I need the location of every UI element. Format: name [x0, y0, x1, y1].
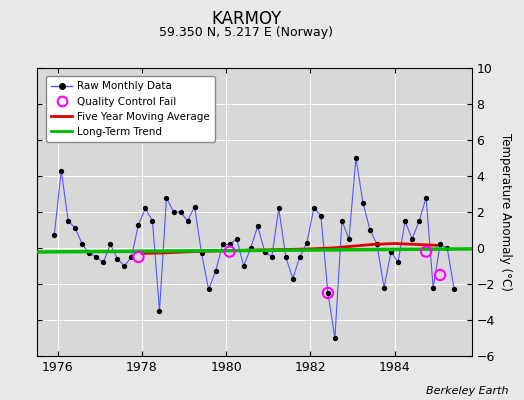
Point: [359, 200, 367, 206]
Point: [239, 263, 248, 269]
Point: [422, 194, 430, 201]
Point: [233, 236, 241, 242]
Point: [246, 245, 255, 251]
Point: [268, 254, 276, 260]
Point: [303, 239, 311, 246]
Point: [331, 335, 339, 341]
Point: [92, 254, 101, 260]
Point: [345, 236, 353, 242]
Point: [219, 241, 227, 248]
Point: [401, 218, 409, 224]
Point: [78, 241, 86, 248]
Legend: Raw Monthly Data, Quality Control Fail, Five Year Moving Average, Long-Term Tren: Raw Monthly Data, Quality Control Fail, …: [46, 76, 215, 142]
Point: [50, 232, 59, 238]
Point: [141, 205, 150, 212]
Point: [324, 290, 332, 296]
Point: [99, 259, 107, 266]
Point: [387, 248, 395, 255]
Text: KARMOY: KARMOY: [211, 10, 281, 28]
Point: [134, 254, 143, 260]
Point: [211, 268, 220, 274]
Point: [148, 218, 157, 224]
Point: [225, 241, 234, 248]
Point: [436, 272, 444, 278]
Point: [338, 218, 346, 224]
Point: [366, 227, 374, 233]
Point: [183, 218, 192, 224]
Point: [275, 205, 283, 212]
Point: [162, 194, 171, 201]
Point: [260, 248, 269, 255]
Point: [443, 245, 451, 251]
Point: [57, 167, 66, 174]
Point: [436, 241, 444, 248]
Y-axis label: Temperature Anomaly (°C): Temperature Anomaly (°C): [498, 133, 511, 291]
Point: [415, 218, 423, 224]
Point: [281, 254, 290, 260]
Point: [64, 218, 72, 224]
Point: [120, 263, 128, 269]
Point: [324, 290, 332, 296]
Point: [85, 250, 93, 257]
Text: 59.350 N, 5.217 E (Norway): 59.350 N, 5.217 E (Norway): [159, 26, 333, 39]
Point: [352, 155, 360, 161]
Point: [296, 254, 304, 260]
Point: [190, 203, 199, 210]
Point: [127, 254, 136, 260]
Point: [310, 205, 318, 212]
Point: [134, 222, 143, 228]
Point: [71, 225, 80, 231]
Point: [422, 248, 430, 255]
Point: [204, 286, 213, 293]
Point: [198, 250, 206, 257]
Point: [225, 248, 234, 255]
Point: [106, 241, 115, 248]
Point: [254, 223, 262, 230]
Point: [373, 241, 381, 248]
Point: [450, 286, 458, 293]
Point: [316, 212, 325, 219]
Point: [408, 236, 416, 242]
Text: Berkeley Earth: Berkeley Earth: [426, 386, 508, 396]
Point: [394, 259, 402, 266]
Point: [177, 209, 185, 215]
Point: [169, 209, 178, 215]
Point: [380, 284, 388, 291]
Point: [155, 308, 163, 314]
Point: [289, 275, 297, 282]
Point: [429, 284, 438, 291]
Point: [113, 256, 122, 262]
